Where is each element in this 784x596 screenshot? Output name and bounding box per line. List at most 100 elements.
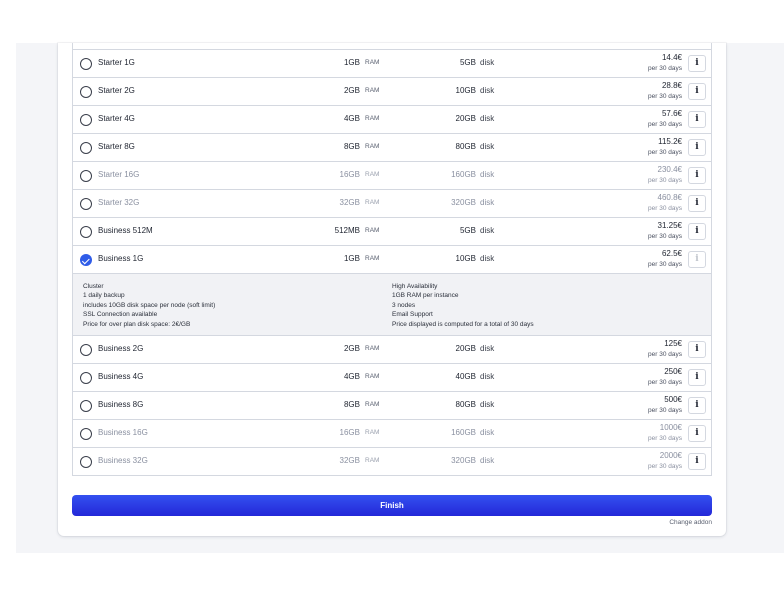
- plan-name: Starter 8G: [98, 142, 135, 151]
- plan-price: 115.2€: [658, 137, 682, 146]
- plan-period: per 30 days: [648, 407, 682, 414]
- plan-period: per 30 days: [648, 261, 682, 268]
- plan-row-business-1g[interactable]: Business 1G 1GB RAM 10GB disk 62.5€ per 30 day…: [73, 245, 711, 273]
- plan-price: 460.8€: [657, 193, 682, 202]
- plan-price: 1000€: [659, 423, 682, 432]
- info-icon[interactable]: i: [688, 55, 706, 72]
- plan-row-starter-2g[interactable]: Starter 2G 2GB RAM 10GB disk 28.8€ per 30 days…: [73, 77, 711, 105]
- info-icon[interactable]: i: [688, 369, 706, 386]
- plan-period: per 30 days: [648, 205, 682, 212]
- info-icon[interactable]: i: [688, 195, 706, 212]
- radio-icon[interactable]: [80, 428, 92, 440]
- radio-icon[interactable]: [80, 226, 92, 238]
- plan-ram: 2GB: [343, 344, 360, 353]
- plan-row-starter-512m[interactable]: Starter 512M512MBRAM2.5GBdiskper 30 days…: [73, 43, 711, 49]
- plan-name: Business 512M: [98, 226, 153, 235]
- radio-icon[interactable]: [80, 114, 92, 126]
- plan-name: Business 32G: [98, 456, 148, 465]
- disk-unit-label: disk: [480, 114, 495, 123]
- detail-line: 1GB RAM per instance: [392, 292, 459, 300]
- info-icon[interactable]: i: [688, 341, 706, 358]
- plan-name: Business 2G: [98, 344, 144, 353]
- ram-unit-label: RAM: [365, 429, 380, 436]
- plan-period: per 30 days: [648, 93, 682, 100]
- info-icon[interactable]: i: [688, 251, 706, 268]
- plan-ram: 1GB: [343, 58, 360, 67]
- radio-icon[interactable]: [80, 58, 92, 70]
- info-icon[interactable]: i: [688, 397, 706, 414]
- plan-price: 250€: [664, 367, 682, 376]
- plan-price: 57.6€: [661, 109, 682, 118]
- radio-icon[interactable]: [80, 86, 92, 98]
- plan-name: Business 4G: [98, 372, 144, 381]
- plan-disk: 80GB: [455, 400, 476, 409]
- finish-button[interactable]: Finish: [72, 495, 712, 516]
- plan-name: Starter 16G: [98, 170, 140, 179]
- radio-icon[interactable]: [80, 456, 92, 468]
- plan-price: 14.4€: [661, 53, 682, 62]
- disk-unit-label: disk: [480, 198, 495, 207]
- plan-row-business-2g[interactable]: Business 2G 2GB RAM 20GB disk 125€ per 30 days…: [73, 335, 711, 363]
- plan-period: per 30 days: [648, 149, 682, 156]
- plan-period: per 30 days: [648, 435, 682, 442]
- plan-name: Business 8G: [98, 400, 144, 409]
- disk-unit-label: disk: [480, 226, 495, 235]
- plan-ram: 32GB: [339, 456, 360, 465]
- plan-name: Business 16G: [98, 428, 148, 437]
- detail-line: SSL Connection available: [83, 311, 158, 319]
- ram-unit-label: RAM: [365, 143, 380, 150]
- plan-price: 500€: [664, 395, 682, 404]
- plan-row-business-32g[interactable]: Business 32G 32GB RAM 320GB disk 2000€ per 30 …: [73, 447, 711, 475]
- info-icon[interactable]: i: [688, 425, 706, 442]
- plan-disk: 80GB: [455, 142, 476, 151]
- plan-name: Starter 2G: [98, 86, 135, 95]
- plan-ram: 4GB: [343, 372, 360, 381]
- plan-period: per 30 days: [648, 463, 682, 470]
- plan-ram: 16GB: [339, 428, 360, 437]
- info-icon[interactable]: i: [688, 223, 706, 240]
- plan-disk: 20GB: [455, 114, 476, 123]
- plan-ram: 1GB: [343, 254, 360, 263]
- plan-row-business-4g[interactable]: Business 4G 4GB RAM 40GB disk 250€ per 30 days…: [73, 363, 711, 391]
- ram-unit-label: RAM: [365, 87, 380, 94]
- plan-row-starter-32g[interactable]: Starter 32G 32GB RAM 320GB disk 460.8€ per 30 …: [73, 189, 711, 217]
- plan-row-business-8g[interactable]: Business 8G 8GB RAM 80GB disk 500€ per 30 days…: [73, 391, 711, 419]
- plan-disk: 10GB: [455, 86, 476, 95]
- plan-row-starter-16g[interactable]: Starter 16G 16GB RAM 160GB disk 230.4€ per 30 …: [73, 161, 711, 189]
- plan-ram: 2GB: [343, 86, 360, 95]
- radio-icon[interactable]: [80, 142, 92, 154]
- plan-price: 62.5€: [661, 249, 682, 258]
- plan-disk: 160GB: [451, 170, 476, 179]
- plan-period: per 30 days: [648, 379, 682, 386]
- disk-unit-label: disk: [480, 170, 495, 179]
- plan-disk: 20GB: [455, 344, 476, 353]
- info-icon[interactable]: i: [688, 453, 706, 470]
- radio-icon[interactable]: [80, 400, 92, 412]
- info-icon[interactable]: i: [688, 83, 706, 100]
- detail-line: Email Support: [392, 311, 433, 319]
- detail-line: 1 daily backup: [83, 292, 125, 300]
- plan-row-business-16g[interactable]: Business 16G 16GB RAM 160GB disk 1000€ per 30 …: [73, 419, 711, 447]
- radio-icon[interactable]: [80, 372, 92, 384]
- change-addon-link[interactable]: Change addon: [669, 519, 712, 526]
- info-icon[interactable]: i: [688, 139, 706, 156]
- disk-unit-label: disk: [480, 400, 495, 409]
- plan-row-business-512m[interactable]: Business 512M 512MB RAM 5GB disk 31.25€ per 30…: [73, 217, 711, 245]
- info-icon[interactable]: i: [688, 167, 706, 184]
- radio-icon[interactable]: [80, 344, 92, 356]
- details-right-column: High Availability 1GB RAM per instance 3 n…: [392, 282, 534, 329]
- info-icon[interactable]: i: [688, 111, 706, 128]
- detail-line: Price displayed is computed for a total …: [392, 320, 534, 328]
- radio-icon[interactable]: [80, 170, 92, 182]
- radio-checked-icon[interactable]: [80, 254, 92, 266]
- ram-unit-label: RAM: [365, 227, 380, 234]
- plan-row-starter-4g[interactable]: Starter 4G 4GB RAM 20GB disk 57.6€ per 30 days…: [73, 105, 711, 133]
- plan-row-starter-8g[interactable]: Starter 8G 8GB RAM 80GB disk 115.2€ per 30 day…: [73, 133, 711, 161]
- addon-card: Starter 512M512MBRAM2.5GBdiskper 30 days…: [58, 43, 726, 536]
- plan-ram: 4GB: [343, 114, 360, 123]
- ram-unit-label: RAM: [365, 59, 380, 66]
- plan-row-starter-1g[interactable]: Starter 1G 1GB RAM 5GB disk 14.4€ per 30 days i: [73, 49, 711, 77]
- detail-line: Price for over plan disk space: 2€/GB: [83, 320, 191, 328]
- radio-icon[interactable]: [80, 198, 92, 210]
- plan-name: Business 1G: [98, 254, 144, 263]
